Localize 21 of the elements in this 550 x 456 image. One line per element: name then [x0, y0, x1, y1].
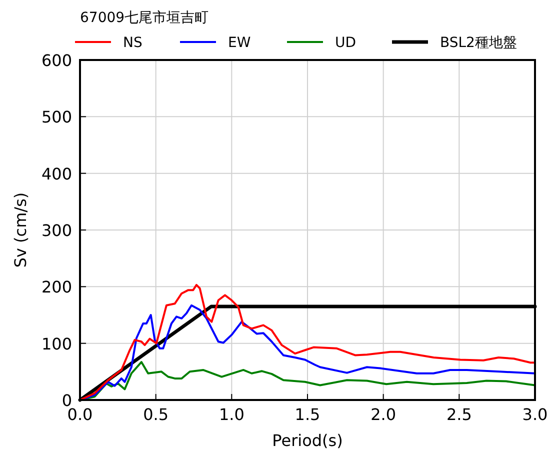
- y-tick-label: 500: [41, 108, 72, 127]
- line-series: [79, 284, 536, 401]
- y-tick-label: 400: [41, 164, 72, 184]
- x-tick-label: 3.0: [522, 405, 548, 424]
- x-tick-label: 0.5: [143, 405, 169, 424]
- chart-title: 67009七尾市垣吉町: [80, 10, 209, 26]
- y-tick-label: 300: [41, 221, 72, 240]
- y-tick-label: 600: [41, 51, 72, 70]
- x-tick-label: 2.0: [370, 405, 396, 424]
- y-tick-label: 100: [41, 334, 72, 354]
- x-tick-label: 1.0: [218, 405, 244, 424]
- x-tick-label: 2.5: [446, 405, 472, 424]
- legend-label: EW: [228, 35, 251, 51]
- legend-label: BSL2種地盤: [440, 35, 517, 51]
- x-axis-title: Period(s): [272, 431, 343, 450]
- legend-label: NS: [123, 35, 142, 51]
- x-tick-label: 1.5: [294, 405, 320, 424]
- legend-label: UD: [335, 35, 356, 51]
- y-axis-title: Sv (cm/s): [11, 192, 30, 268]
- x-tick-label: 0.0: [67, 405, 93, 424]
- y-tick-label: 200: [41, 278, 72, 297]
